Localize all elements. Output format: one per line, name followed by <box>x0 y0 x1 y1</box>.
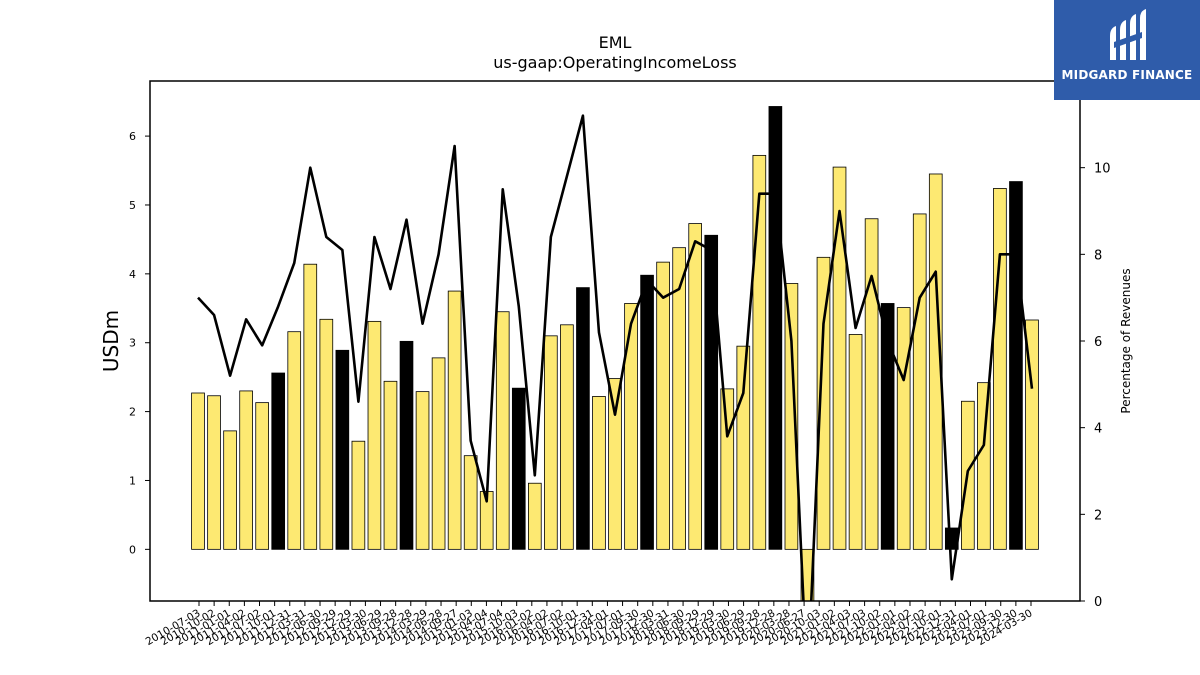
y2-tick-label-5: 10 <box>1094 162 1111 177</box>
bar-44 <box>896 307 911 550</box>
bar-2 <box>223 430 237 550</box>
bar-31 <box>688 223 703 550</box>
bar-39 <box>816 256 831 550</box>
percentage-line <box>197 114 1034 601</box>
y-tick-label-5: 5 <box>129 199 136 212</box>
bar-25 <box>592 396 606 550</box>
bar-50 <box>993 188 1007 550</box>
bar-29 <box>656 261 670 550</box>
bar-9 <box>335 349 350 550</box>
bar-16 <box>447 290 462 550</box>
y2-axis-label: Percentage of Revenues <box>1119 268 1133 413</box>
bar-13 <box>399 340 414 550</box>
bar-27 <box>624 303 638 550</box>
bar-20 <box>511 387 526 550</box>
brand-logo: MIDGARD FINANCE <box>1054 0 1200 100</box>
bar-19 <box>495 311 510 550</box>
bar-28 <box>640 274 654 550</box>
y-tick-label-1: 1 <box>129 474 136 487</box>
bar-30 <box>672 247 686 550</box>
bar-24 <box>576 287 590 550</box>
y-tick-label-2: 2 <box>129 406 136 419</box>
y-tick-label-4: 4 <box>129 268 136 281</box>
bar-36 <box>768 106 783 550</box>
y2-tick-label-2: 4 <box>1094 422 1102 437</box>
chart-subtitle: us-gaap:OperatingIncomeLoss <box>493 53 737 72</box>
bar-35 <box>752 154 767 550</box>
y-axis-label: USDm <box>99 310 123 372</box>
bar-7 <box>303 263 318 550</box>
bar-12 <box>383 380 398 550</box>
bar-26 <box>608 378 622 550</box>
bar-3 <box>239 390 253 550</box>
bar-33 <box>720 388 735 550</box>
y-tick-label-6: 6 <box>129 130 136 143</box>
y2-tick-label-1: 2 <box>1094 508 1102 523</box>
bar-1 <box>207 395 221 550</box>
bar-41 <box>848 334 863 550</box>
bar-49 <box>977 382 991 550</box>
bar-15 <box>431 357 446 550</box>
y2-tick-label-4: 8 <box>1094 248 1102 263</box>
bar-45 <box>912 213 927 550</box>
bar-14 <box>415 391 430 550</box>
bar-37 <box>784 283 799 550</box>
bar-5 <box>271 372 286 550</box>
bar-10 <box>351 440 366 550</box>
logo-mark-icon <box>1110 9 1146 60</box>
chart-title: EML <box>598 33 632 52</box>
bar-21 <box>528 482 542 550</box>
bar-34 <box>736 345 751 550</box>
bar-11 <box>367 320 382 550</box>
y2-tick-label-3: 6 <box>1094 335 1102 350</box>
bar-4 <box>255 402 269 550</box>
bar-22 <box>544 335 558 550</box>
y2-tick-label-0: 0 <box>1094 595 1102 610</box>
bar-40 <box>832 166 847 550</box>
y-tick-label-3: 3 <box>129 337 136 350</box>
bar-46 <box>928 173 943 550</box>
bar-52 <box>1025 319 1039 550</box>
bar-8 <box>319 318 334 550</box>
bar-23 <box>560 324 574 550</box>
bar-0 <box>191 392 205 550</box>
bar-17 <box>463 455 478 550</box>
y-tick-label-0: 0 <box>129 543 136 556</box>
bar-51 <box>1009 181 1023 550</box>
bar-32 <box>704 234 719 550</box>
bar-6 <box>287 331 302 550</box>
bar-43 <box>880 303 895 550</box>
logo-text: MIDGARD FINANCE <box>1061 68 1193 82</box>
bar-42 <box>864 218 879 550</box>
